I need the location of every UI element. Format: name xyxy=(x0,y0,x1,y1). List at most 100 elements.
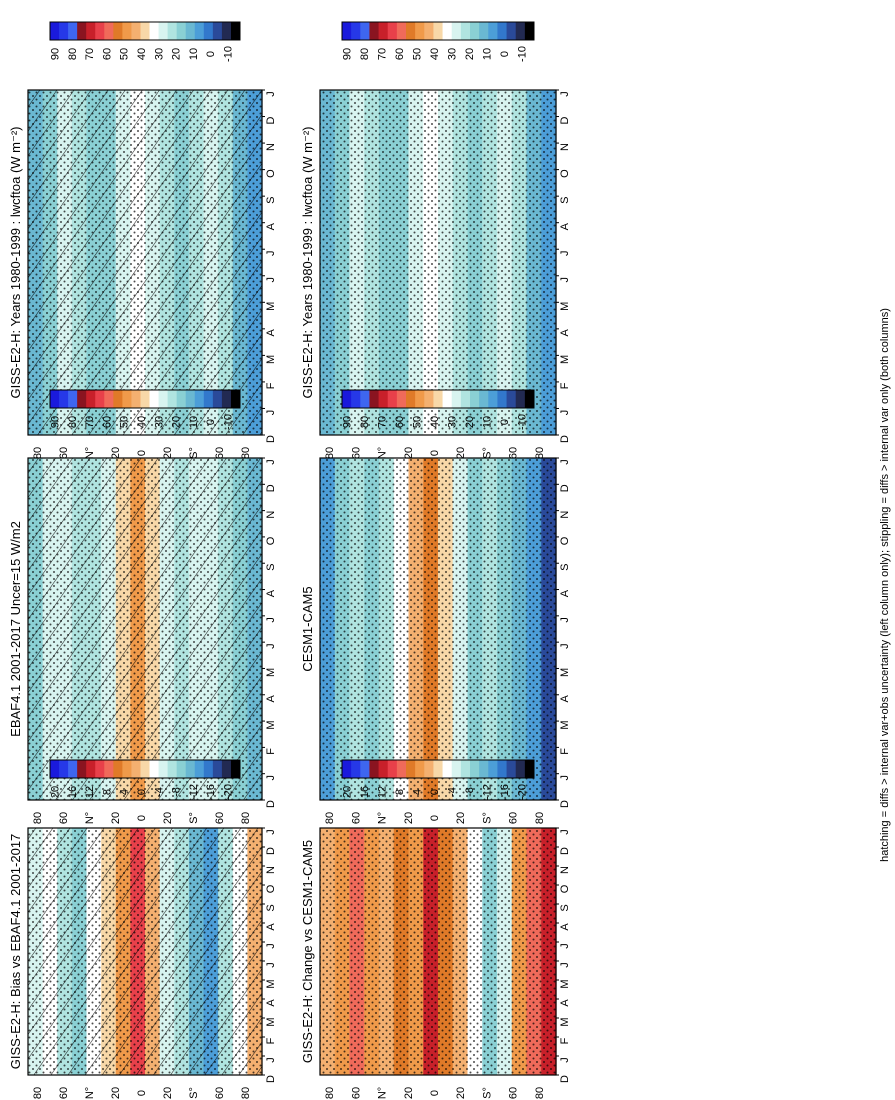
month-label: N xyxy=(265,143,277,151)
colorbar-label: 90 xyxy=(342,416,354,428)
month-label: M xyxy=(559,355,571,364)
colorbar-label: 30 xyxy=(153,48,165,60)
month-label: J xyxy=(265,277,277,283)
colorbar-label: 8 xyxy=(101,789,113,795)
month-label: D xyxy=(265,484,277,492)
colorbar-swatch xyxy=(378,22,389,40)
colorbar-swatch xyxy=(524,22,535,40)
month-label: M xyxy=(265,355,277,364)
colorbar-label: -20 xyxy=(516,784,528,800)
colorbar-label: -16 xyxy=(499,784,511,800)
colorbar-swatch xyxy=(230,760,241,778)
colorbar-swatch xyxy=(59,390,69,408)
colorbar: 90 80 70 60 50 40 30 20 10 0 -10 xyxy=(49,21,241,62)
colorbar-swatch xyxy=(451,390,462,408)
colorbar-swatch xyxy=(95,390,105,408)
lat-tick-label: S° xyxy=(188,1087,200,1099)
colorbar-swatch xyxy=(396,22,407,40)
colorbar-label: 12 xyxy=(377,786,389,798)
month-label: A xyxy=(559,694,571,702)
colorbar-swatch xyxy=(122,22,132,40)
colorbar-label: 70 xyxy=(377,416,389,428)
colorbar-label: 80 xyxy=(359,416,371,428)
colorbar-label: 80 xyxy=(67,416,79,428)
lat-tick-label: 80 xyxy=(324,812,336,824)
colorbar-label: 90 xyxy=(50,416,62,428)
colorbar-swatch xyxy=(68,22,78,40)
month-label: O xyxy=(265,169,277,178)
colorbar-swatch xyxy=(95,22,105,40)
lat-tick-label: 60 xyxy=(58,1087,70,1099)
colorbar-frame xyxy=(49,759,241,779)
colorbar-swatch xyxy=(360,22,370,40)
colorbar-swatch xyxy=(488,390,498,408)
colorbar-label: 80 xyxy=(67,48,79,60)
colorbar-swatch xyxy=(95,760,105,778)
colorbar-label: 10 xyxy=(188,48,200,60)
colorbar-swatch xyxy=(378,760,389,778)
lat-tick-label: 20 xyxy=(162,1087,174,1099)
colorbar-swatch xyxy=(212,22,223,40)
colorbar-label: -4 xyxy=(153,787,165,797)
colorbar-label: 0 xyxy=(136,789,148,795)
colorbar-swatch xyxy=(387,760,398,778)
lat-tick-label: 60 xyxy=(508,447,520,459)
colorbar-frame xyxy=(49,389,241,409)
month-label: M xyxy=(559,1017,571,1026)
panel-frame xyxy=(319,827,557,1076)
colorbar-swatch xyxy=(131,22,141,40)
colorbar-swatch xyxy=(342,22,352,40)
colorbar-label: -16 xyxy=(205,784,217,800)
colorbar: 90 80 70 60 50 40 30 20 10 0 -10 xyxy=(341,389,535,430)
colorbar-label: 70 xyxy=(84,416,96,428)
month-label: J xyxy=(265,775,277,781)
lat-tick-label: S° xyxy=(188,447,200,459)
colorbar-swatch xyxy=(77,22,87,40)
colorbar-swatch xyxy=(387,390,398,408)
colorbar-swatch xyxy=(221,390,232,408)
colorbar-swatch xyxy=(212,390,223,408)
colorbar-swatch xyxy=(460,390,471,408)
month-label: D xyxy=(559,1075,571,1083)
colorbar-label: -10 xyxy=(516,46,528,62)
colorbar-swatch xyxy=(470,390,480,408)
colorbar-swatch xyxy=(360,390,370,408)
colorbar-label: 50 xyxy=(412,416,424,428)
lat-tick-label: 80 xyxy=(324,447,336,459)
colorbar-label: 90 xyxy=(342,48,354,60)
month-label: J xyxy=(265,962,277,968)
colorbar-swatch xyxy=(113,760,123,778)
colorbar-swatch xyxy=(167,760,178,778)
colorbar-label: 20 xyxy=(464,416,476,428)
month-label: J xyxy=(559,459,571,465)
colorbar-label: -8 xyxy=(464,787,476,797)
colorbar-label: 80 xyxy=(359,48,371,60)
month-label: O xyxy=(559,536,571,545)
month-label: J xyxy=(265,617,277,623)
lat-tick-label: 80 xyxy=(534,447,546,459)
colorbar-swatch xyxy=(50,760,60,778)
colorbar-swatch xyxy=(360,760,370,778)
colorbar-label: 20 xyxy=(50,786,62,798)
colorbar-swatch xyxy=(470,22,480,40)
colorbar-swatch xyxy=(86,390,96,408)
colorbar-swatch xyxy=(149,22,160,40)
stipple-overlay xyxy=(320,828,556,1075)
colorbar-swatch xyxy=(167,390,178,408)
lat-tick-label: 20 xyxy=(110,1087,122,1099)
colorbar-swatch xyxy=(59,22,69,40)
lat-tick-label: S° xyxy=(481,447,493,459)
month-label: O xyxy=(265,536,277,545)
colorbar-swatch xyxy=(140,22,151,40)
colorbar-swatch xyxy=(131,760,141,778)
colorbar-swatch xyxy=(497,22,508,40)
lat-tick-label: 80 xyxy=(534,812,546,824)
colorbar-label: 0 xyxy=(205,51,217,57)
colorbar-swatch xyxy=(158,22,169,40)
month-label: F xyxy=(265,1037,277,1044)
colorbar-swatch xyxy=(122,390,132,408)
lat-tick-label: 80 xyxy=(240,812,252,824)
colorbar-swatch xyxy=(406,760,416,778)
colorbar-swatch xyxy=(342,390,352,408)
colorbar-swatch xyxy=(140,390,151,408)
